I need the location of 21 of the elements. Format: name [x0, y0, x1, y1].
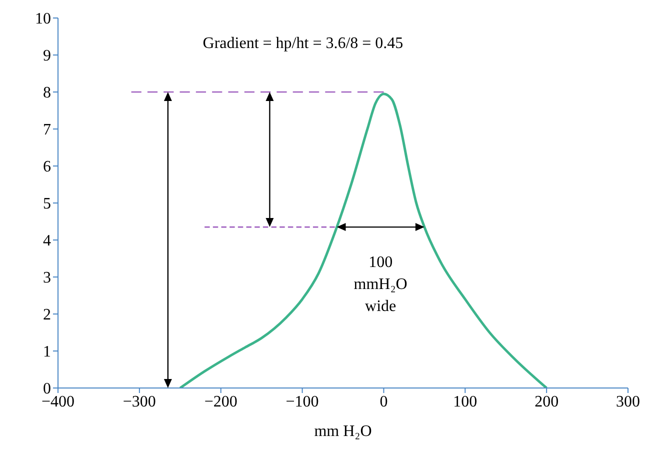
- y-tick-label: 7: [43, 122, 51, 139]
- x-tick-label: −200: [204, 393, 238, 410]
- x-axis-title: mm H₂O: [314, 423, 372, 440]
- y-tick-label: 1: [43, 344, 51, 361]
- y-tick-label: 10: [35, 10, 51, 28]
- x-tick-label: 200: [534, 393, 559, 410]
- x-tick-label: −100: [286, 393, 319, 410]
- y-tick-label: 4: [43, 232, 51, 250]
- annotation: 100 mmH₂O wide: [354, 254, 408, 316]
- x-tick-label: 0: [380, 393, 388, 410]
- y-tick-label: 8: [43, 84, 51, 102]
- x-tick-label: 100: [453, 393, 478, 410]
- x-tick-label: 300: [616, 393, 640, 410]
- y-tick-label: 3: [43, 270, 51, 287]
- y-tick-label: 2: [43, 306, 51, 324]
- y-tick-label: 5: [43, 196, 51, 213]
- line-series: [178, 92, 548, 388]
- y-tick-label: 6: [43, 158, 51, 176]
- annotation: Gradient = hp/ht = 3.6/8 = 0.45: [202, 35, 404, 52]
- x-tick-label: −300: [122, 393, 156, 410]
- y-tick-label: 9: [43, 48, 51, 65]
